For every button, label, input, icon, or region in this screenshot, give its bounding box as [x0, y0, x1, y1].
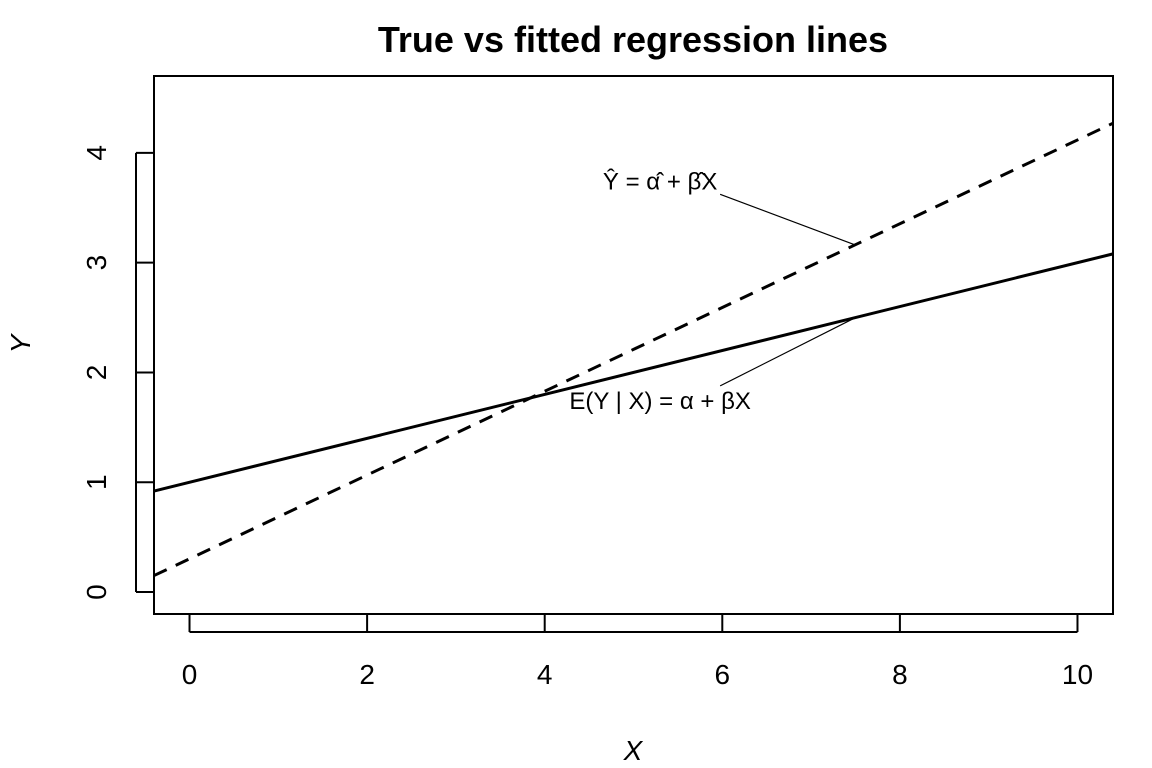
- annotation-leader-line: [719, 193, 856, 246]
- annotation-label: E(Y | X) = α + βX: [569, 388, 751, 415]
- y-tick-label: 3: [81, 255, 112, 271]
- annotation-leader-line: [719, 317, 856, 387]
- x-axis-label: X: [623, 735, 644, 766]
- annotations: Ŷ = α̂ + β̂X E(Y | X) = α + βX: [569, 168, 856, 415]
- annotation-label: Ŷ = α̂ + β̂X: [603, 168, 717, 195]
- x-tick-label: 2: [359, 659, 375, 690]
- x-tick-label: 6: [715, 659, 731, 690]
- axes: 0 2 4 6 8 10 0 1 2 3 4: [81, 145, 1093, 690]
- y-tick-label: 1: [81, 474, 112, 490]
- x-tick-label: 10: [1062, 659, 1093, 690]
- y-tick-label: 0: [81, 584, 112, 600]
- x-tick-label: 0: [182, 659, 198, 690]
- y-axis-label: Y: [5, 332, 36, 353]
- series-lines: [153, 121, 1114, 577]
- y-tick-label: 2: [81, 365, 112, 381]
- true-regression-line: [153, 252, 1114, 493]
- fitted-regression-line: [153, 121, 1114, 577]
- plot-frame: [153, 75, 1114, 615]
- chart-title: True vs fitted regression lines: [378, 19, 888, 60]
- y-tick-label: 4: [81, 145, 112, 161]
- x-tick-label: 8: [892, 659, 908, 690]
- x-tick-label: 4: [537, 659, 553, 690]
